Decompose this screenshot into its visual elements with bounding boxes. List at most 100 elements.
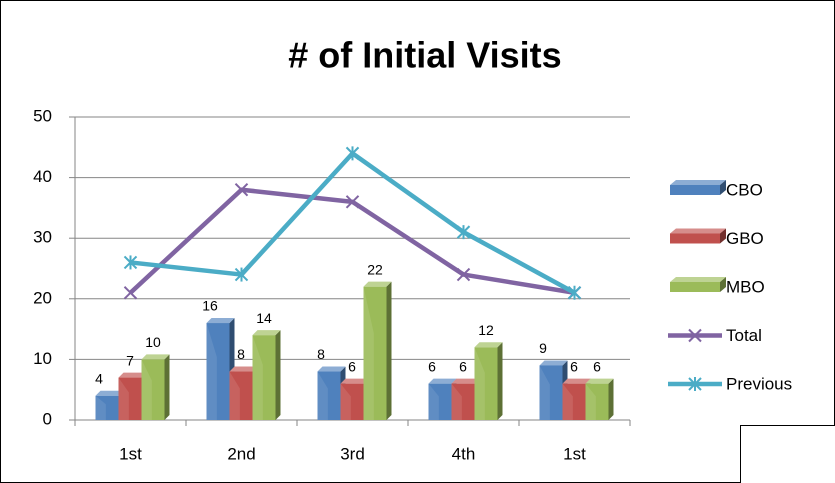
y-tick-label: 40 (33, 167, 52, 186)
bar-top (562, 378, 591, 384)
bar (539, 360, 568, 420)
bar-top (428, 378, 457, 384)
data-label: 22 (367, 261, 383, 277)
bar-shade (451, 383, 462, 420)
legend-swatch-top (670, 180, 726, 185)
bar-shade (562, 383, 573, 420)
bar-top (451, 378, 480, 384)
bar-shade (317, 371, 328, 420)
legend-label: MBO (726, 277, 765, 296)
bar-top (340, 378, 369, 384)
data-label: 4 (95, 370, 103, 386)
data-label: 8 (237, 346, 245, 362)
x-marker (123, 286, 138, 300)
bar-top (95, 390, 124, 396)
y-tick-label: 0 (43, 409, 52, 428)
bar-shade (206, 323, 217, 420)
marker-stroke (688, 328, 702, 343)
star-marker (234, 267, 249, 282)
bar-shade (340, 383, 351, 420)
data-label: 6 (348, 358, 356, 374)
star-marker (456, 225, 471, 240)
y-tick-label: 10 (33, 349, 52, 368)
data-label: 6 (428, 358, 436, 374)
bar (363, 281, 392, 420)
x-tick-label: 1st (119, 444, 142, 463)
marker-stroke (234, 183, 249, 197)
bar-shade (428, 383, 439, 420)
legend-swatch (670, 233, 720, 244)
bar-shade (474, 347, 485, 420)
legend-label: Total (726, 326, 762, 345)
legend-swatch-top (670, 277, 726, 282)
x-tick-label: 2nd (227, 444, 255, 463)
bar-side (386, 281, 392, 420)
legend-label: Previous (726, 374, 792, 393)
bar (474, 342, 503, 420)
bar (451, 378, 480, 420)
x-marker (456, 267, 471, 282)
x-tick-label: 3rd (340, 444, 365, 463)
legend-swatch-side (720, 228, 726, 244)
bar-shade (252, 335, 263, 420)
x-marker (688, 328, 702, 343)
bar-top (118, 372, 147, 378)
bar-top (363, 281, 392, 287)
bar-side (608, 378, 614, 420)
x-marker (234, 183, 249, 197)
data-label: 6 (459, 358, 467, 374)
data-label: 14 (256, 310, 272, 326)
star-marker (345, 146, 360, 161)
bar-shade (95, 395, 106, 420)
bar (141, 354, 170, 420)
overlay-box (740, 425, 835, 483)
bar-shade (585, 383, 596, 420)
x-tick-label: 1st (563, 444, 586, 463)
bar-top (252, 330, 281, 336)
x-marker (345, 195, 360, 209)
marker-stroke (345, 195, 360, 209)
legend-swatch-top (670, 228, 726, 234)
data-label: 12 (478, 322, 494, 338)
star-marker (567, 285, 582, 300)
y-tick-label: 20 (33, 288, 52, 307)
bar-top (141, 354, 170, 360)
data-label: 8 (317, 346, 325, 362)
bar-side (497, 342, 503, 420)
chart-title: # of Initial Visits (288, 35, 561, 76)
bar (252, 330, 281, 420)
bar-top (317, 366, 346, 372)
bar-shade (539, 365, 550, 420)
data-label: 9 (539, 340, 547, 356)
data-label: 16 (202, 298, 218, 314)
legend-swatch-side (720, 180, 726, 195)
bar-shade (363, 286, 374, 420)
data-label: 6 (570, 358, 578, 374)
y-tick-label: 50 (33, 106, 52, 125)
bar-top (206, 318, 235, 324)
bar (585, 378, 614, 420)
star-marker (123, 255, 138, 270)
legend-swatch (670, 185, 720, 195)
marker-stroke (123, 286, 138, 300)
bar-top (229, 366, 258, 372)
legend-swatch-side (720, 277, 726, 292)
bar-side (275, 330, 281, 420)
legend-label: CBO (726, 180, 763, 199)
data-label: 7 (126, 352, 134, 368)
y-tick-label: 30 (33, 228, 52, 247)
star-marker (688, 377, 702, 391)
x-tick-label: 4th (452, 444, 476, 463)
bar-top (585, 378, 614, 384)
data-label: 6 (593, 358, 601, 374)
legend-swatch (670, 282, 720, 292)
data-label: 10 (145, 334, 161, 350)
legend-label: GBO (726, 229, 764, 248)
bar-side (164, 354, 170, 420)
bar-shade (118, 377, 129, 420)
bar-top (539, 360, 568, 366)
bar-shade (141, 359, 152, 420)
bar-shade (229, 371, 240, 420)
bar-top (474, 342, 503, 348)
